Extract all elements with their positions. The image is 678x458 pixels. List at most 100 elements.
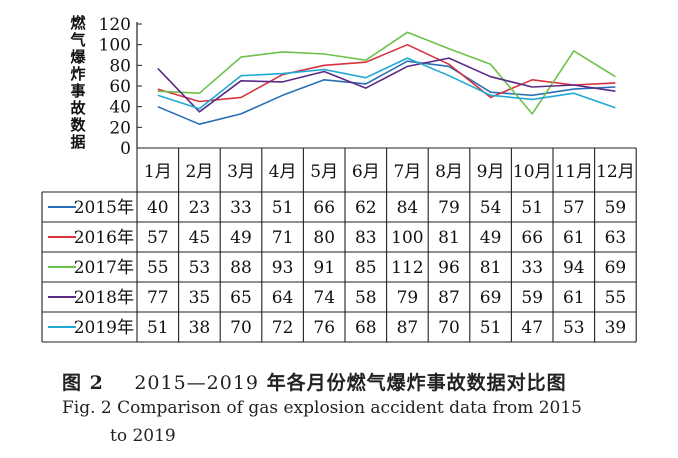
table-cell-value: 47 xyxy=(521,318,543,338)
table-cell-value: 72 xyxy=(272,318,294,338)
table-cell-value: 61 xyxy=(563,228,585,248)
caption-zh-label: 图 2 xyxy=(62,372,104,394)
table-cell-value: 49 xyxy=(230,228,252,248)
table-cell-value: 62 xyxy=(355,198,377,218)
table-cell-value: 59 xyxy=(605,198,627,218)
table-cell-value: 66 xyxy=(521,228,543,248)
table-cell-value: 55 xyxy=(147,258,169,278)
table-cell-value: 81 xyxy=(438,228,460,248)
table-cell-value: 93 xyxy=(272,258,294,278)
table-cell-value: 79 xyxy=(397,288,419,308)
table-cell-value: 63 xyxy=(605,228,627,248)
table-cell-value: 23 xyxy=(189,198,211,218)
table-cell-value: 112 xyxy=(391,258,423,278)
table-cell-value: 55 xyxy=(605,288,627,308)
table-cell-value: 57 xyxy=(563,198,585,218)
table-cell-value: 70 xyxy=(230,318,252,338)
series-line xyxy=(157,43,616,103)
table-cell-value: 45 xyxy=(189,228,211,248)
table-cell-value: 87 xyxy=(438,288,460,308)
data-table: 1月 2月 3月 4月 5月 6月 7月 8月 9月 10月 11月 12月 2015年 40 23 33 51… xyxy=(41,147,637,343)
table-cell-value: 100 xyxy=(391,228,423,248)
y-tick-label: 120 xyxy=(99,15,131,35)
month-header-label: 10月 xyxy=(513,162,552,182)
table-cell-value: 35 xyxy=(189,288,211,308)
table-cell-value: 61 xyxy=(563,288,585,308)
y-tick-label: 80 xyxy=(109,56,131,76)
table-cell-value: 76 xyxy=(313,318,335,338)
table-cell-value: 94 xyxy=(563,258,585,278)
legend-series-name: 2015年 xyxy=(74,198,134,218)
y-tick-label: 100 xyxy=(99,36,131,56)
month-header-label: 8月 xyxy=(435,162,463,182)
legend-series-name: 2019年 xyxy=(74,318,134,338)
table-cell-value: 88 xyxy=(230,258,252,278)
table-cell-value: 39 xyxy=(605,318,627,338)
table-cell-value: 69 xyxy=(480,288,502,308)
table-cell-value: 33 xyxy=(521,258,543,278)
table-cell-value: 80 xyxy=(313,228,335,248)
table-cell-value: 85 xyxy=(355,258,377,278)
table-cell-value: 84 xyxy=(397,198,419,218)
month-header-label: 3月 xyxy=(227,162,255,182)
y-axis-label-char: 据 xyxy=(70,133,85,151)
table-cell-value: 66 xyxy=(313,198,335,218)
series-line xyxy=(157,57,616,110)
table-cell-value: 51 xyxy=(521,198,543,218)
table-cell-value: 54 xyxy=(480,198,502,218)
y-axis-label-char: 炸 xyxy=(70,65,85,83)
caption-zh-text: 年各月份燃气爆炸事故数据对比图 xyxy=(266,372,567,394)
table-cell-value: 69 xyxy=(605,258,627,278)
table-cell-value: 74 xyxy=(313,288,335,308)
y-axis-label-char: 爆 xyxy=(70,48,86,66)
caption-english-line1: Fig. 2 Comparison of gas explosion accid… xyxy=(62,398,582,418)
month-header-label: 11月 xyxy=(554,162,593,182)
month-header-label: 1月 xyxy=(144,162,172,182)
table-cell-value: 59 xyxy=(521,288,543,308)
table-cell-value: 51 xyxy=(480,318,502,338)
table-cell-value: 38 xyxy=(189,318,211,338)
table-cell-value: 87 xyxy=(397,318,419,338)
table-cell-value: 53 xyxy=(563,318,585,338)
table-cell-value: 65 xyxy=(230,288,252,308)
table-cell-value: 64 xyxy=(272,288,294,308)
table-cell-value: 53 xyxy=(189,258,211,278)
series-lines xyxy=(157,31,616,125)
table-cell-value: 51 xyxy=(272,198,294,218)
y-axis-label-char: 事 xyxy=(70,82,85,100)
table-cell-value: 51 xyxy=(147,318,169,338)
table-cell-value: 49 xyxy=(480,228,502,248)
caption-zh-years: 2015—2019 xyxy=(134,372,260,394)
month-header-label: 12月 xyxy=(596,162,635,182)
y-tick-label: 60 xyxy=(109,77,131,97)
table-cell-value: 70 xyxy=(438,318,460,338)
table-cell-value: 91 xyxy=(313,258,335,278)
y-axis-label-char: 数 xyxy=(70,116,86,134)
table-cell-value: 96 xyxy=(438,258,460,278)
month-header-label: 9月 xyxy=(477,162,505,182)
month-header-label: 7月 xyxy=(393,162,421,182)
legend-series-name: 2016年 xyxy=(74,228,134,248)
month-header-label: 5月 xyxy=(310,162,338,182)
y-tick-label: 40 xyxy=(109,98,131,118)
caption-english-line2: to 2019 xyxy=(110,426,176,446)
table-cell-value: 33 xyxy=(230,198,252,218)
series-line xyxy=(157,57,616,113)
month-header-label: 6月 xyxy=(352,162,380,182)
y-axis-label-char: 气 xyxy=(69,31,85,49)
month-header-label: 2月 xyxy=(185,162,213,182)
series-line xyxy=(157,60,616,125)
table-cell-value: 71 xyxy=(272,228,294,248)
caption-chinese: 图 2 2015—2019 年各月份燃气爆炸事故数据对比图 xyxy=(62,368,567,395)
legend-series-name: 2017年 xyxy=(74,258,134,278)
y-axis-label-char: 燃 xyxy=(70,14,86,32)
table-cell-value: 77 xyxy=(147,288,169,308)
table-cell-value: 68 xyxy=(355,318,377,338)
table-cell-value: 40 xyxy=(147,198,169,218)
table-cell-value: 81 xyxy=(480,258,502,278)
y-axis-label-char: 故 xyxy=(70,99,86,117)
table-cell-value: 58 xyxy=(355,288,377,308)
y-tick-label: 0 xyxy=(120,139,131,159)
